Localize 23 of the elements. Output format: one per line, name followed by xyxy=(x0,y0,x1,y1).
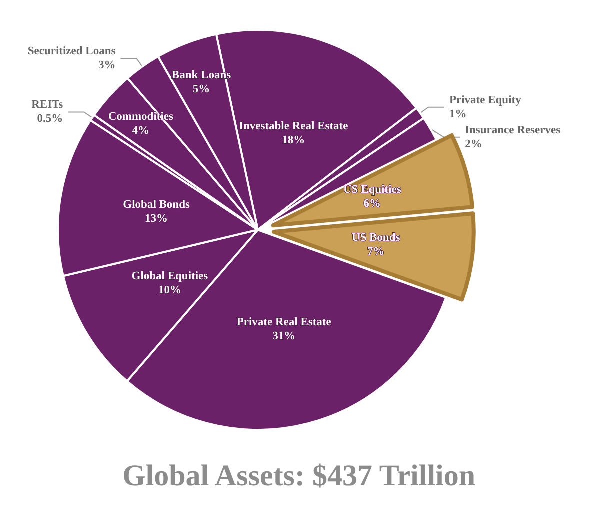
slice-label: Private Real Estate xyxy=(236,316,332,329)
data-label: 6% xyxy=(364,198,381,210)
data-label: 7% xyxy=(367,246,385,258)
data-label: 0.5% xyxy=(37,113,64,126)
data-label: 5% xyxy=(192,83,210,96)
data-label: 2% xyxy=(465,138,482,150)
data-label: 10% xyxy=(158,284,182,296)
slice-label: Securitized Loans xyxy=(28,46,116,58)
slice-label: REITs xyxy=(32,99,64,112)
slice-label: US Equities xyxy=(343,184,402,196)
slice-label: Insurance Reserves xyxy=(465,124,562,136)
data-label: 18% xyxy=(282,134,306,146)
slice-label: Investable Real Estate xyxy=(239,120,348,132)
slice-label: Global Bonds xyxy=(123,199,190,212)
text: Global Assets: $437 Trillion xyxy=(122,460,476,492)
data-label: 3% xyxy=(98,60,116,72)
data-label: 1% xyxy=(449,108,467,120)
data-label: 31% xyxy=(272,330,296,343)
data-label: 13% xyxy=(145,213,168,226)
slice-label: Global Equities xyxy=(132,270,209,282)
slice-label: US Bonds xyxy=(352,232,401,244)
data-label: 4% xyxy=(132,124,150,137)
slice-label: Private Equity xyxy=(449,94,522,106)
